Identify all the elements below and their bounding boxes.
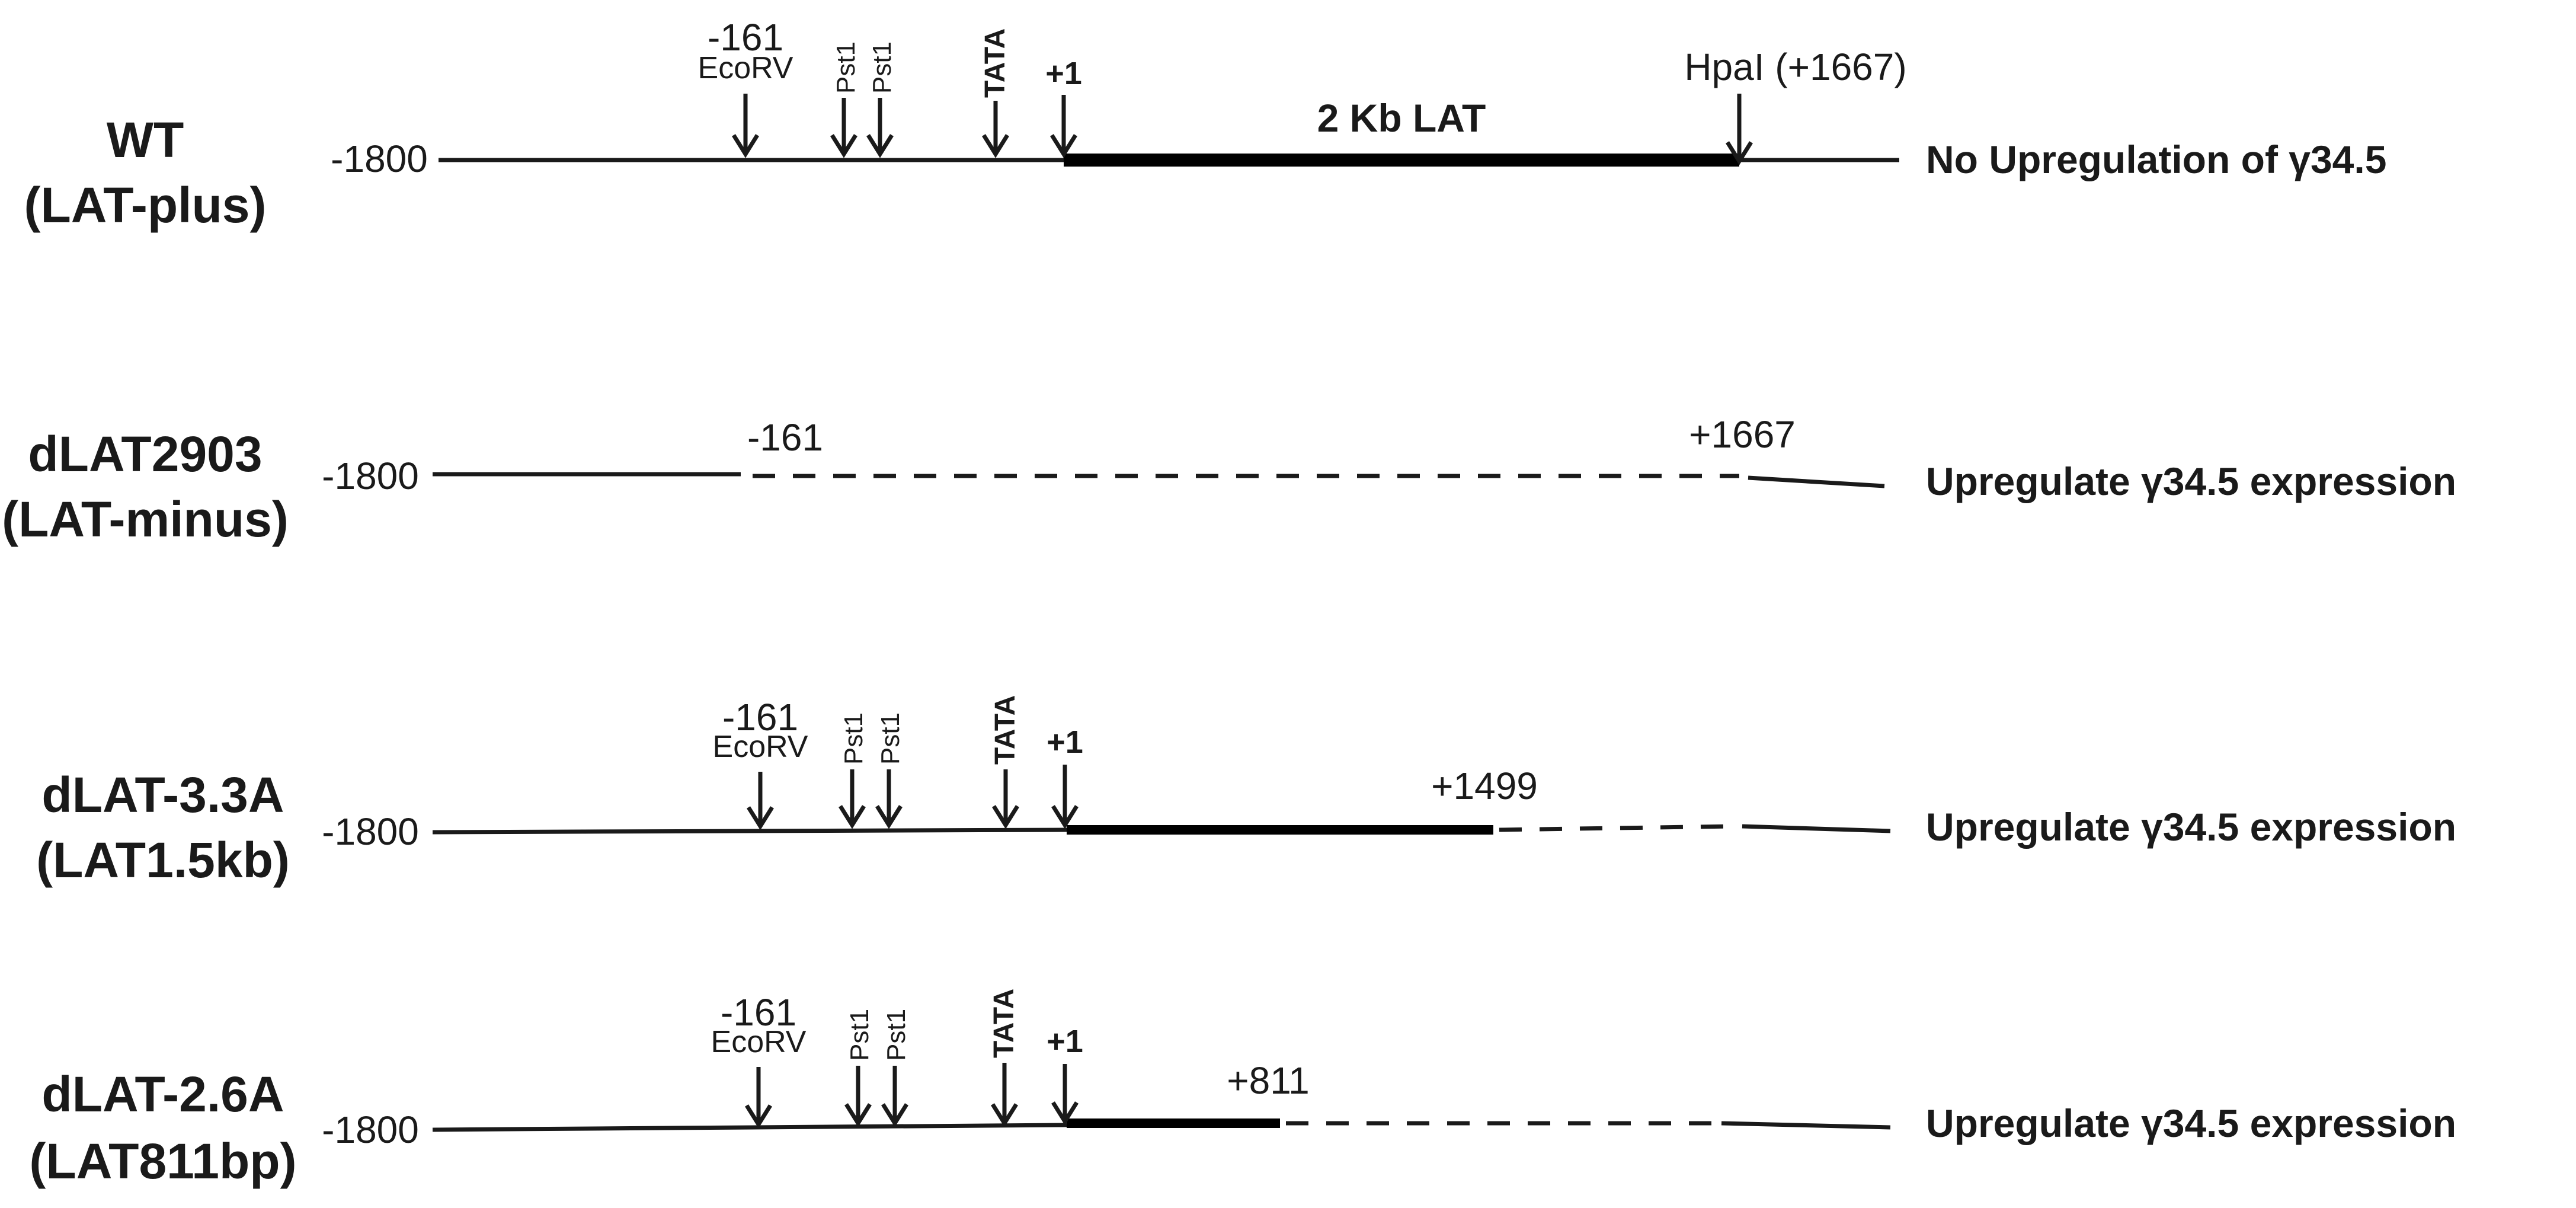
construct-name: dLAT-3.3A — [41, 767, 284, 823]
start-position-label: -1800 — [331, 138, 428, 180]
construct-name: dLAT-2.6A — [41, 1066, 284, 1122]
pst1-site-label: Pst1 — [839, 712, 868, 765]
genome-line — [1721, 1121, 1891, 1130]
genome-line — [1748, 475, 1885, 488]
transcription-start-label: +1 — [1045, 56, 1082, 91]
construct-name: dLAT2903 — [28, 426, 262, 482]
arrow-down-icon — [991, 1063, 1018, 1127]
pst1-site-label: Pst1 — [831, 41, 860, 94]
ecorv-site-label: EcoRV — [711, 1025, 807, 1059]
position-label: -161 — [721, 991, 796, 1034]
arrow-down-icon — [875, 769, 903, 829]
construct-dlat2903: dLAT2903 (LAT-minus) -1800 -161 +1667 Up… — [2, 413, 2456, 547]
arrow-down-icon — [1726, 94, 1753, 165]
construct-subname: (LAT-minus) — [2, 491, 289, 547]
deletion-end-label: +1667 — [1689, 413, 1796, 456]
construct-dlat-3-3a: dLAT-3.3A (LAT1.5kb) -1800 -161 EcoRV Ps… — [36, 695, 2456, 888]
hpai-site-label: HpaI (+1667) — [1684, 46, 1906, 88]
phenotype-label: Upregulate γ34.5 expression — [1926, 459, 2456, 503]
start-position-label: -1800 — [322, 455, 419, 497]
genome-line — [432, 827, 1067, 835]
start-position-label: -1800 — [322, 1108, 419, 1151]
tata-box-label: TATA — [980, 28, 1011, 98]
transcription-start-label: +1 — [1047, 1024, 1083, 1059]
construct-subname: (LAT-plus) — [24, 177, 266, 233]
arrow-down-icon — [1051, 1064, 1079, 1126]
pst1-site-label: Pst1 — [882, 1009, 911, 1061]
construct-subname: (LAT811bp) — [29, 1133, 296, 1189]
arrow-down-icon — [839, 769, 866, 829]
pst1-site-label: Pst1 — [868, 41, 897, 94]
arrow-down-icon — [1051, 765, 1079, 829]
transcript-label: 2 Kb LAT — [1317, 96, 1486, 140]
arrow-down-icon — [732, 94, 759, 158]
construct-name: WT — [107, 112, 184, 168]
tata-box-label: TATA — [990, 695, 1021, 765]
genome-line — [432, 1123, 1067, 1132]
arrow-down-icon — [1050, 95, 1077, 158]
arrow-down-icon — [982, 101, 1009, 158]
deletion-start-label: +1499 — [1431, 765, 1538, 807]
phenotype-label: Upregulate γ34.5 expression — [1926, 805, 2456, 849]
pst1-site-label: Pst1 — [876, 712, 905, 765]
arrow-down-icon — [745, 1067, 772, 1129]
pst1-site-label: Pst1 — [845, 1009, 874, 1061]
transcription-start-label: +1 — [1047, 724, 1083, 760]
construct-dlat-2-6a: dLAT-2.6A (LAT811bp) -1800 -161 EcoRV Ps… — [29, 989, 2456, 1189]
arrow-down-icon — [747, 772, 774, 830]
position-label: -161 — [708, 16, 783, 59]
ecorv-site-label: EcoRV — [713, 730, 808, 764]
phenotype-label: Upregulate γ34.5 expression — [1926, 1101, 2456, 1145]
construct-wt: WT (LAT-plus) -1800 2 Kb LAT -161 EcoRV … — [24, 16, 2386, 233]
genome-line — [1742, 824, 1891, 833]
phenotype-label: No Upregulation of γ34.5 — [1926, 138, 2386, 181]
construct-subname: (LAT1.5kb) — [36, 832, 290, 888]
arrow-down-icon — [844, 1066, 872, 1127]
deleted-region — [1499, 824, 1734, 832]
arrow-down-icon — [992, 769, 1019, 829]
deletion-start-label: -161 — [747, 416, 823, 459]
tata-box-label: TATA — [988, 989, 1020, 1058]
arrow-down-icon — [866, 98, 894, 158]
arrow-down-icon — [830, 98, 857, 158]
arrow-down-icon — [881, 1066, 908, 1127]
deletion-start-label: +811 — [1227, 1059, 1309, 1102]
ecorv-site-label: EcoRV — [698, 51, 793, 85]
start-position-label: -1800 — [322, 810, 419, 853]
position-label: -161 — [722, 696, 798, 739]
